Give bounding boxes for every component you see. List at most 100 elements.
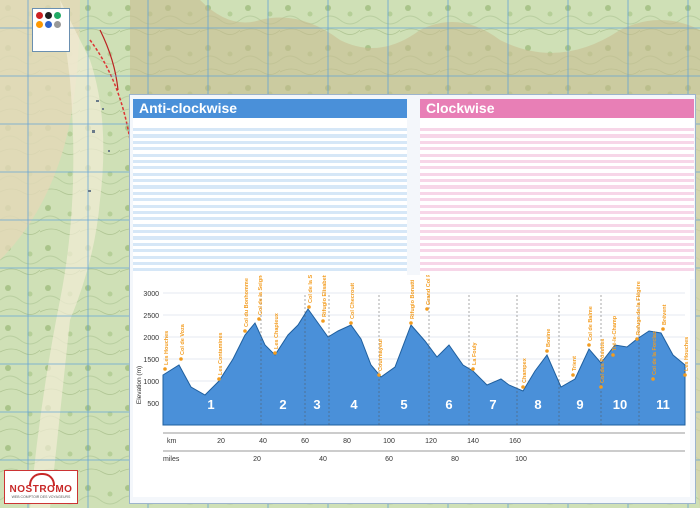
place-marker (635, 337, 639, 341)
y-axis: 3000 2500 2000 1500 1000 500 Elevation (m) (136, 291, 159, 408)
stage-number: 8 (534, 397, 541, 412)
place-marker (611, 353, 615, 357)
table-row (420, 230, 694, 234)
clockwise-column-headers (420, 118, 694, 128)
mile-tick-label: 100 (515, 456, 527, 463)
place-marker (243, 329, 247, 333)
elevation-profile-chart: 1 2 3 4 5 6 7 8 9 10 11 Les Houches Col de Voza Les … (136, 275, 690, 463)
place-label: Col du Bonhomme (244, 278, 250, 327)
km-tick-label: 20 (217, 438, 225, 445)
clockwise-rows (420, 128, 694, 279)
place-label: Col de Balme (588, 306, 594, 341)
place-marker (163, 367, 167, 371)
stage-numbers: 1 2 3 4 5 6 7 8 9 10 11 (207, 397, 669, 412)
km-tick-label: 100 (383, 438, 395, 445)
place-label: Bovine (546, 329, 552, 347)
y-tick-label: 2500 (143, 313, 159, 320)
km-tick-label: 160 (509, 438, 521, 445)
stage-number: 4 (350, 397, 358, 412)
table-row (133, 255, 407, 259)
km-tick-label: 40 (259, 438, 267, 445)
km-tick-label: 140 (467, 438, 479, 445)
y-tick-label: 3000 (143, 291, 159, 298)
anticlockwise-rows (133, 128, 407, 279)
table-row (133, 210, 407, 215)
clockwise-title: Clockwise (420, 99, 694, 118)
place-label: Les Houches (164, 331, 170, 365)
place-marker (683, 373, 687, 377)
y-tick-label: 1000 (143, 379, 159, 386)
place-marker (599, 385, 603, 389)
table-row (133, 261, 407, 266)
table-row (133, 249, 407, 253)
y-tick-label: 1500 (143, 357, 159, 364)
anticlockwise-column-headers (133, 118, 407, 128)
nostromo-logo: NOSTROMO WEB COMPTOIR DES VOYAGEURS (4, 470, 78, 504)
table-row (420, 172, 694, 176)
table-row (420, 261, 694, 266)
place-marker (349, 321, 353, 325)
place-label: Refuge de la Flégère (636, 281, 642, 335)
table-row (420, 236, 694, 240)
table-row (420, 153, 694, 157)
legend-dot (36, 21, 43, 28)
table-row (420, 159, 694, 164)
mile-tick-label: 40 (319, 456, 327, 463)
table-row (133, 134, 407, 138)
y-tick-label: 2000 (143, 335, 159, 342)
mile-tick-label: 20 (253, 456, 261, 463)
stage-number: 5 (400, 397, 407, 412)
place-label: Les Contamines (218, 333, 224, 375)
table-row (133, 223, 407, 227)
place-marker (273, 351, 277, 355)
place-marker (425, 307, 429, 311)
place-label: Rifugio Elisabetta (322, 275, 328, 317)
km-tick-label: 60 (301, 438, 309, 445)
place-label: Col Checrouit (350, 283, 356, 319)
legend-dot (36, 12, 43, 19)
stage-dividers (260, 295, 640, 425)
table-row (133, 140, 407, 144)
stage-number: 10 (613, 397, 627, 412)
map-legend (32, 8, 70, 52)
miles-label: miles (163, 456, 180, 463)
stage-number: 9 (576, 397, 583, 412)
place-label: La Fouly (472, 341, 478, 365)
table-row (133, 172, 407, 176)
table-row (133, 217, 407, 221)
legend-dot (45, 12, 52, 19)
stage-number: 2 (279, 397, 286, 412)
logo-globe-icon (29, 473, 55, 486)
place-label: Trient (572, 356, 578, 371)
x-axis: km miles 20 40 60 80 100 120 140 160 20 40 60 80 100 (163, 432, 685, 463)
place-marker (651, 377, 655, 381)
place-labels: Les Houches Col de Voza Les Contamines Col … (163, 275, 690, 389)
table-row (133, 204, 407, 208)
logo-name: NOSTROMO (9, 484, 73, 495)
table-row (420, 268, 694, 272)
place-marker (321, 319, 325, 323)
tour-info-panel: Anti-clockwise Clockwise 1 2 3 4 5 6 7 8 9 10 11 L… (129, 94, 696, 504)
stage-number: 1 (207, 397, 214, 412)
table-row (420, 179, 694, 183)
km-tick-label: 80 (343, 438, 351, 445)
table-row (420, 217, 694, 221)
place-label: Champex (522, 357, 528, 383)
place-label: Les Chapieux (274, 312, 280, 349)
elevation-profile: 1 2 3 4 5 6 7 8 9 10 11 Les Houches Col de Voza Les … (133, 275, 690, 497)
table-row (420, 128, 694, 132)
place-marker (179, 357, 183, 361)
table-row (420, 140, 694, 144)
table-row (420, 242, 694, 246)
table-row (133, 236, 407, 240)
table-row (420, 134, 694, 138)
mile-tick-label: 80 (451, 456, 459, 463)
table-row (133, 230, 407, 234)
table-row (133, 198, 407, 202)
legend-dot (54, 12, 61, 19)
km-tick-label: 120 (425, 438, 437, 445)
table-row (420, 198, 694, 202)
table-row (420, 185, 694, 189)
table-row (420, 166, 694, 170)
table-row (420, 204, 694, 208)
